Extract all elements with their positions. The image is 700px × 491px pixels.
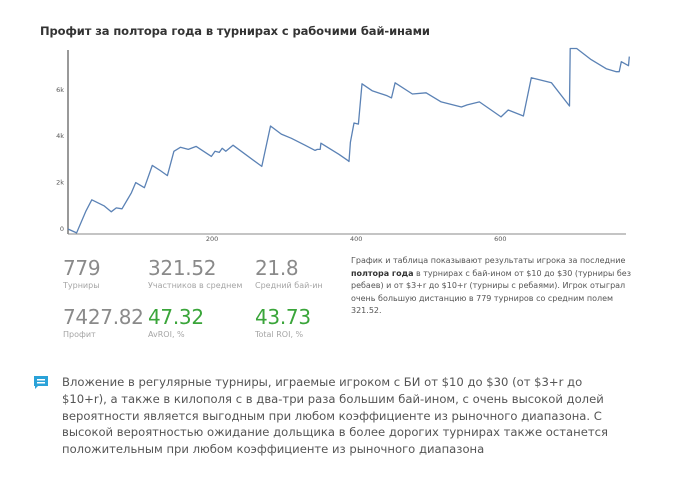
stat-profit: 7427.82 Профит — [63, 306, 144, 340]
stat-value: 7427.82 — [63, 305, 144, 329]
y-tick-labels: 0 2k 4k 6k — [56, 86, 64, 233]
stat-avroi: 47.32 AvROI, % — [148, 306, 204, 340]
x-tick-labels: 200 400 600 — [206, 235, 507, 243]
comment-icon — [34, 376, 48, 389]
description-bold: полтора года — [351, 268, 414, 278]
y-tick-label: 4k — [56, 132, 64, 140]
y-tick-label: 6k — [56, 86, 64, 94]
stat-total-roi: 43.73 Total ROI, % — [255, 306, 311, 340]
stat-label: Средний бай-ин — [255, 281, 323, 290]
stat-label: Турниры — [63, 281, 100, 290]
stat-value: 47.32 — [148, 305, 204, 329]
chart-title: Профит за полтора года в турнирах с рабо… — [40, 24, 430, 38]
stat-value: 21.8 — [255, 256, 299, 280]
stat-value: 779 — [63, 256, 101, 280]
stat-label: Профит — [63, 330, 96, 339]
x-tick-label: 200 — [206, 235, 218, 243]
stat-avg-participants: 321.52 Участников в среднем — [148, 257, 242, 291]
y-tick-label: 0 — [60, 225, 64, 233]
x-tick-label: 400 — [350, 235, 362, 243]
investment-note: Вложение в регулярные турниры, играемые … — [62, 375, 608, 457]
profit-line-chart: 0 2k 4k 6k 200 400 600 — [56, 47, 630, 243]
profit-line — [67, 47, 630, 234]
stat-label: Total ROI, % — [255, 330, 304, 339]
stat-avg-buyin: 21.8 Средний бай-ин — [255, 257, 323, 291]
stat-value: 321.52 — [148, 256, 217, 280]
stat-label: AvROI, % — [148, 330, 185, 339]
stat-label: Участников в среднем — [148, 281, 243, 290]
stat-value: 43.73 — [255, 305, 311, 329]
chart-description: График и таблица показывают результаты и… — [351, 256, 631, 316]
x-tick-label: 600 — [494, 235, 506, 243]
y-tick-label: 2k — [56, 179, 64, 187]
stat-tournaments: 779 Турниры — [63, 256, 101, 291]
